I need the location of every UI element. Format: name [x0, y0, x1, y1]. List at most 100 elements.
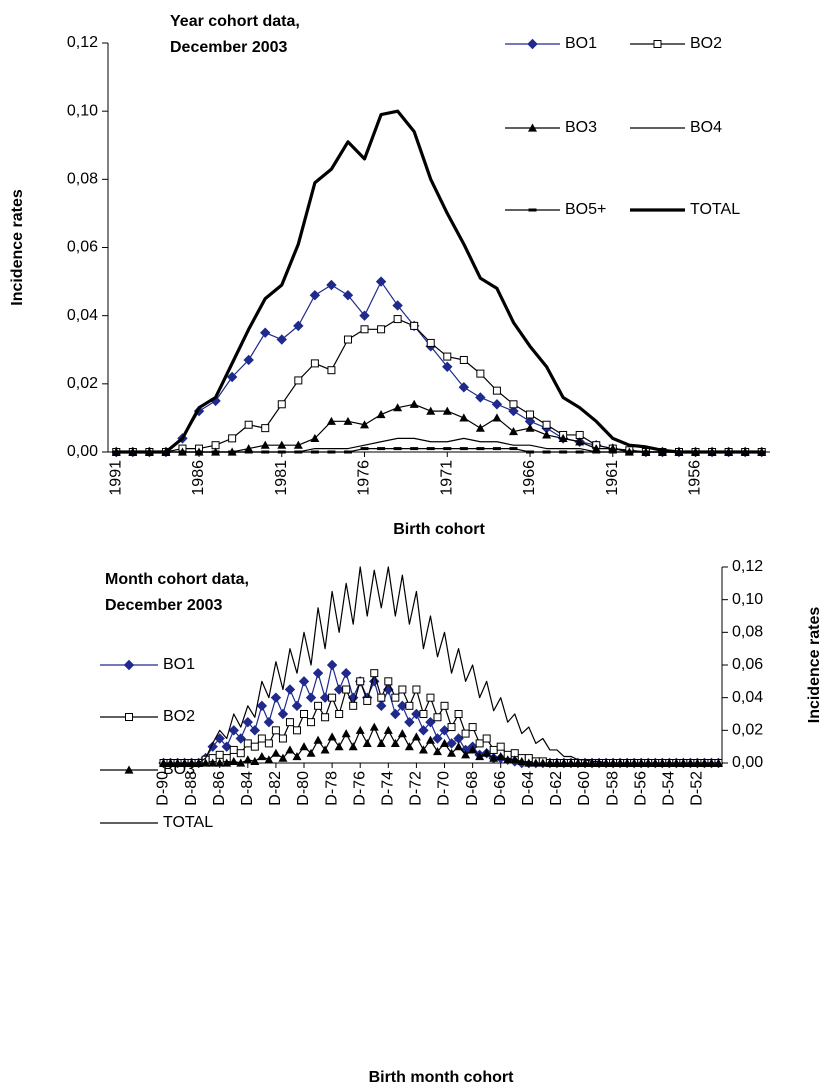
- marker: [542, 430, 552, 439]
- y-tick-label: 0,00: [67, 443, 98, 460]
- x-tick-label: D-78: [323, 771, 340, 806]
- marker: [343, 335, 352, 344]
- marker: [292, 751, 302, 761]
- marker: [458, 382, 470, 393]
- marker: [573, 758, 583, 767]
- marker: [608, 444, 618, 453]
- legend-marker: [653, 40, 662, 48]
- marker: [314, 701, 323, 710]
- x-tick-label: 1976: [356, 460, 373, 496]
- legend-marker: [125, 713, 133, 721]
- marker: [362, 738, 372, 747]
- marker: [468, 723, 477, 732]
- marker: [327, 732, 337, 741]
- marker: [326, 279, 337, 291]
- marker: [545, 758, 555, 767]
- marker: [326, 416, 336, 425]
- marker: [342, 290, 354, 301]
- marker: [591, 444, 601, 453]
- chart: Month cohort data, December 2003 0,00 0,02 0…: [100, 558, 823, 1086]
- marker: [333, 684, 345, 695]
- marker: [491, 399, 503, 410]
- marker: [310, 359, 319, 368]
- series-line: [163, 566, 719, 764]
- y-tick-label: 0,12: [732, 558, 763, 575]
- marker: [201, 758, 211, 767]
- marker: [439, 725, 450, 736]
- marker: [228, 725, 239, 736]
- chart-title: Month cohort data,: [105, 571, 249, 588]
- legend-label: BO3: [565, 119, 597, 136]
- marker: [221, 741, 232, 752]
- y-axis-label: Incidence rates: [9, 189, 26, 306]
- marker: [260, 440, 270, 449]
- marker: [482, 734, 491, 743]
- x-tick-label: D-84: [239, 771, 256, 806]
- marker: [442, 406, 452, 415]
- legend-label: BO3: [163, 761, 195, 778]
- marker: [482, 748, 492, 757]
- marker: [392, 300, 403, 311]
- marker: [326, 659, 338, 671]
- y-tick-label: 0,04: [732, 689, 763, 706]
- marker: [454, 742, 464, 751]
- marker: [360, 325, 369, 334]
- marker: [440, 738, 450, 747]
- marker: [587, 758, 597, 767]
- marker: [432, 747, 442, 756]
- marker: [404, 716, 415, 728]
- marker: [278, 734, 287, 743]
- marker: [594, 758, 604, 767]
- marker: [397, 700, 408, 712]
- marker: [524, 758, 534, 767]
- marker: [508, 405, 519, 417]
- marker: [489, 745, 498, 754]
- marker: [341, 729, 351, 738]
- y-tick-label: 0,08: [732, 624, 763, 641]
- legend-label: BO2: [690, 35, 722, 52]
- marker: [377, 693, 386, 702]
- x-tick-label: D-70: [436, 771, 453, 806]
- marker: [412, 685, 421, 694]
- marker: [250, 742, 259, 751]
- marker: [390, 738, 400, 747]
- marker: [510, 755, 520, 764]
- marker: [342, 685, 351, 694]
- marker: [525, 423, 535, 432]
- marker: [461, 750, 471, 759]
- marker: [292, 726, 301, 735]
- x-tick-label: D-80: [295, 771, 312, 806]
- series-line: [116, 318, 762, 453]
- marker: [285, 745, 295, 754]
- marker: [293, 440, 303, 449]
- marker: [459, 355, 468, 364]
- legend-label: BO2: [163, 708, 195, 725]
- y-tick-label: 0,02: [732, 722, 763, 739]
- series-line: [116, 447, 762, 453]
- marker: [369, 722, 379, 731]
- x-tick-label: 1961: [604, 460, 621, 496]
- marker: [433, 713, 442, 722]
- marker: [442, 361, 453, 372]
- marker: [447, 748, 457, 757]
- marker: [411, 732, 421, 741]
- y-tick-label: 0,12: [67, 34, 98, 51]
- marker: [411, 708, 422, 720]
- marker: [244, 420, 253, 429]
- y-tick-label: 0,06: [67, 239, 98, 256]
- marker: [349, 701, 358, 710]
- marker: [299, 742, 309, 751]
- marker: [298, 676, 310, 687]
- marker: [320, 745, 330, 754]
- marker: [542, 420, 551, 429]
- marker: [348, 742, 358, 751]
- marker: [376, 410, 386, 419]
- marker: [229, 756, 239, 765]
- marker: [309, 290, 321, 301]
- marker: [418, 725, 429, 736]
- legend-label: BO4: [690, 119, 722, 136]
- marker: [575, 437, 585, 446]
- x-tick-label: D-76: [351, 771, 368, 806]
- marker: [468, 745, 478, 754]
